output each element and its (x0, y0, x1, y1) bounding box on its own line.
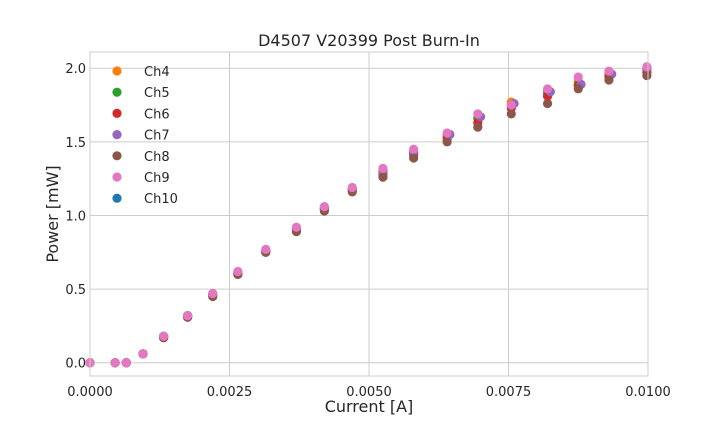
data-point (121, 358, 131, 368)
data-point (542, 98, 553, 109)
grid (89, 52, 649, 376)
legend-item-ch5: Ch5 (112, 86, 170, 101)
series-ch9 (85, 62, 652, 368)
legend-marker (112, 108, 122, 118)
y-tick-label: 2.0 (65, 62, 86, 77)
data-point (183, 311, 193, 321)
x-axis-title: Current [A] (325, 397, 414, 416)
x-tick-label: 0.0000 (67, 385, 113, 400)
data-point (261, 244, 271, 254)
data-point (642, 70, 652, 81)
plot-frame (89, 51, 649, 377)
x-tick-label: 0.0025 (207, 385, 253, 400)
y-tick-label: 0.5 (65, 283, 86, 298)
data-point (159, 331, 169, 341)
data-point (542, 84, 553, 94)
legend-marker (112, 87, 122, 97)
data-point (409, 144, 419, 154)
x-tick-label: 0.0100 (625, 385, 671, 400)
data-point (138, 349, 148, 359)
y-axis-ticks: 0.0 0.5 1.0 1.5 2.0 (65, 62, 86, 372)
data-point (409, 153, 419, 163)
data-point (291, 222, 302, 232)
data-point (442, 137, 452, 147)
legend-label: Ch7 (144, 129, 170, 144)
data-point (573, 84, 583, 94)
legend-marker (112, 66, 122, 76)
data-point (233, 266, 243, 277)
y-tick-label: 1.5 (65, 136, 86, 151)
data-point (604, 75, 614, 85)
legend: Ch4 Ch5 Ch6 Ch7 Ch8 Ch9 Ch10 (112, 65, 178, 207)
data-point (347, 182, 357, 193)
legend-label: Ch10 (144, 192, 178, 207)
legend-item-ch8: Ch8 (112, 150, 170, 165)
legend-item-ch7: Ch7 (112, 129, 170, 144)
y-tick-label: 1.0 (65, 209, 86, 224)
data-point (110, 358, 120, 368)
legend-item-ch6: Ch6 (112, 107, 170, 122)
legend-item-ch10: Ch10 (112, 192, 178, 207)
x-tick-label: 0.0050 (346, 385, 392, 400)
x-tick-label: 0.0075 (486, 385, 532, 400)
x-axis-ticks: 0.0000 0.0025 0.0050 0.0075 0.0100 (67, 385, 671, 400)
legend-label: Ch9 (144, 171, 170, 186)
data-point (473, 109, 483, 119)
data-point (442, 128, 452, 138)
chart-title: D4507 V20399 Post Burn-In (258, 31, 480, 50)
legend-label: Ch6 (144, 107, 170, 122)
legend-marker (112, 193, 122, 203)
legend-marker (112, 172, 122, 182)
data-point (208, 288, 218, 299)
data-point (378, 172, 388, 182)
legend-marker (112, 130, 122, 140)
legend-label: Ch4 (144, 65, 170, 80)
data-point (506, 109, 516, 119)
legend-marker (112, 151, 122, 161)
y-axis-title: Power [mW] (43, 165, 62, 262)
data-point (604, 66, 614, 76)
legend-item-ch4: Ch4 (112, 65, 170, 80)
data-point (642, 62, 652, 72)
legend-label: Ch5 (144, 86, 170, 101)
legend-item-ch9: Ch9 (112, 171, 170, 186)
data-markers (85, 62, 652, 368)
legend-label: Ch8 (144, 150, 170, 165)
data-point (573, 72, 583, 82)
data-point (378, 163, 388, 173)
y-tick-label: 0.0 (65, 357, 86, 372)
data-point (506, 100, 516, 110)
data-point (319, 202, 329, 212)
data-point (473, 122, 483, 132)
